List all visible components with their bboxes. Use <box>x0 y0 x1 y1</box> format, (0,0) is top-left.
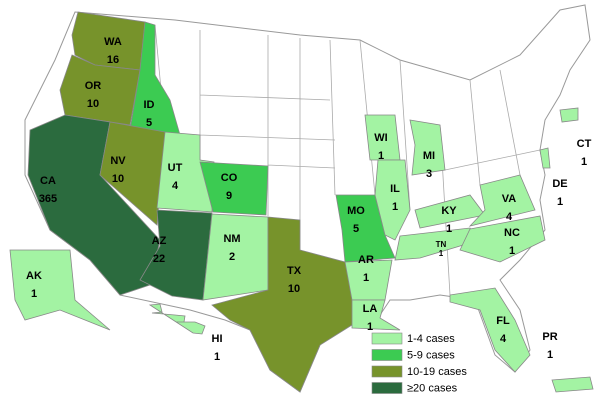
state-abbr: WI <box>374 132 387 144</box>
legend-label: 1-4 cases <box>407 333 455 345</box>
state-shape <box>211 216 361 393</box>
state-shape <box>199 161 269 216</box>
state-cases: 4 <box>172 180 179 192</box>
state-abbr: UT <box>168 162 183 174</box>
legend-label: 10-19 cases <box>407 366 467 378</box>
state-cases: 1 <box>378 150 384 162</box>
state-abbr: OR <box>85 80 102 92</box>
state-abbr: MO <box>347 205 365 217</box>
legend-label: ≥20 cases <box>407 382 458 394</box>
state-abbr: FL <box>496 315 510 327</box>
state-abbr: AZ <box>152 235 167 247</box>
legend-swatch <box>371 332 403 345</box>
state-abbr: CA <box>40 175 56 187</box>
state-cases: 5 <box>353 223 359 235</box>
state-shape <box>99 121 166 226</box>
state-shape <box>551 376 594 393</box>
state-shape <box>129 21 181 136</box>
state-shape <box>459 215 546 263</box>
state-cases: 1 <box>439 249 444 258</box>
state-shape <box>374 159 411 241</box>
state-shape <box>9 249 111 331</box>
legend-swatch <box>371 382 403 394</box>
state-cases: 1 <box>31 288 37 300</box>
state-shape <box>139 209 213 301</box>
state-cases: 10 <box>112 173 124 185</box>
state-abbr: AR <box>358 254 374 266</box>
state-cases: 16 <box>107 54 119 66</box>
state-shape <box>394 227 481 261</box>
state-cases: 365 <box>39 193 57 205</box>
state-cases: 1 <box>214 351 220 363</box>
state-cases: 1 <box>509 245 515 257</box>
state-abbr: HI <box>212 333 223 345</box>
state-shape <box>59 54 141 126</box>
state-abbr: AK <box>26 270 42 282</box>
state-shape <box>409 119 446 176</box>
state-shape <box>468 174 536 227</box>
state-shape <box>559 107 579 123</box>
state-abbr: CT <box>577 138 592 150</box>
state-abbr: VA <box>502 193 517 205</box>
state-abbr: KY <box>441 205 457 217</box>
state-shape <box>148 303 206 335</box>
state-abbr: LA <box>363 303 378 315</box>
state-cases: 22 <box>153 253 165 265</box>
state-abbr: TX <box>287 265 302 277</box>
state-cases: 10 <box>288 283 300 295</box>
state-shape <box>351 299 401 331</box>
state-shape <box>449 287 531 373</box>
state-cases: 1 <box>557 196 563 208</box>
state-abbr: TN <box>436 240 447 249</box>
state-abbr: WA <box>104 36 122 48</box>
state-cases: 1 <box>547 349 553 361</box>
state-cases: 2 <box>229 251 235 263</box>
state-cases: 1 <box>581 156 587 168</box>
state-cases: 1 <box>367 321 373 333</box>
state-abbr: PR <box>542 331 557 343</box>
state-abbr: NV <box>110 155 126 167</box>
state-cases: 4 <box>500 333 507 345</box>
state-cases: 4 <box>506 211 513 223</box>
state-cases: 9 <box>226 190 232 202</box>
state-abbr: ID <box>144 99 155 111</box>
state-abbr: NM <box>223 233 240 245</box>
state-cases: 1 <box>446 223 452 235</box>
state-abbr: IL <box>390 183 400 195</box>
state-abbr: DE <box>552 178 567 190</box>
state-abbr: MI <box>423 150 435 162</box>
state-cases: 5 <box>146 117 152 129</box>
state-cases: 1 <box>392 201 398 213</box>
state-abbr: NC <box>504 227 520 239</box>
state-cases: 10 <box>87 98 99 110</box>
state-shape <box>202 213 269 301</box>
state-cases: 3 <box>426 168 432 180</box>
state-cases: 1 <box>363 272 369 284</box>
legend-swatch <box>371 349 403 361</box>
state-abbr: CO <box>221 172 238 184</box>
legend-label: 5-9 cases <box>407 349 455 361</box>
state-shape <box>156 131 215 213</box>
state-shape <box>539 147 551 169</box>
legend-swatch <box>371 365 403 378</box>
